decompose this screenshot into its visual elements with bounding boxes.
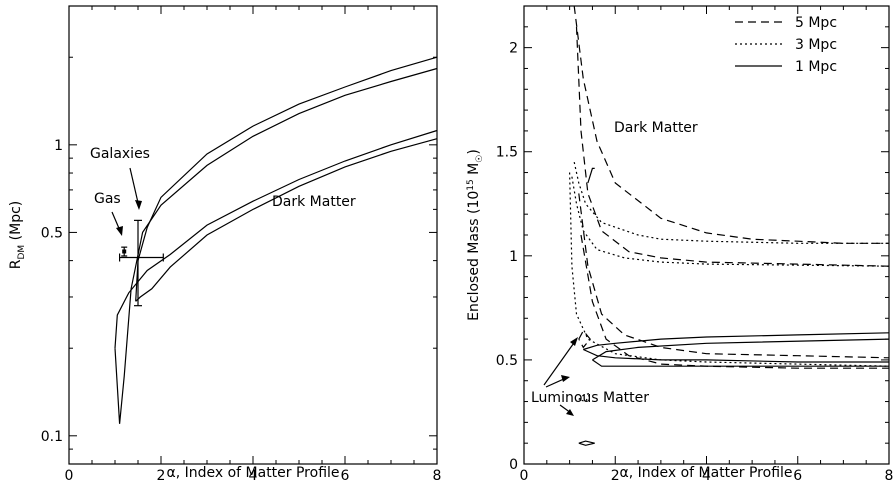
mass-curve-5-mpc [575, 26, 890, 267]
mass-curve-3-mpc [569, 172, 890, 367]
mass-curve-5-mpc [580, 234, 889, 369]
left-x-axis-label: α, Index of Matter Profile [166, 465, 339, 481]
right-x-axis-label: α, Index of Matter Profile [619, 465, 792, 481]
y-tick-label: 1 [54, 138, 63, 154]
y-tick-label: 0.5 [496, 353, 518, 369]
gas-marker [122, 249, 127, 254]
mass-curve-3-mpc [573, 161, 889, 244]
mass-curve-5-mpc [578, 193, 890, 359]
galaxies-arrowhead [135, 200, 142, 210]
dm-contour-2 [135, 56, 438, 302]
left-axis-ticks: 0 2 4 6 8 0.1 0.5 1 [41, 6, 442, 482]
left-plot-frame [68, 5, 438, 465]
right-y-label-main: Enclosed Mass (10 [466, 191, 482, 321]
left-contours [114, 56, 438, 424]
dm-contour-4 [114, 129, 438, 349]
mass-curve-3-mpc [571, 176, 890, 267]
x-tick-label: 8 [885, 468, 893, 482]
mass-curve-1-mpc [583, 332, 890, 351]
gas-arrowhead [116, 226, 123, 236]
right-axis-ticks: 0 2 4 6 8 0 0.5 1 1.5 2 [496, 6, 893, 482]
left-y-label-unit: (Mpc) [8, 201, 24, 245]
x-tick-label: 0 [520, 468, 529, 482]
y-tick-label: 0.1 [41, 429, 63, 445]
luminous-contour-2 [578, 392, 592, 403]
lum-arrowhead-1 [570, 337, 578, 346]
x-tick-label: 6 [341, 468, 350, 482]
left-y-label-main: R [8, 259, 24, 269]
luminous-arrows [543, 337, 578, 416]
left-y-axis-label: RDM (Mpc) [8, 201, 27, 269]
right-y-label-sup: 15 [466, 179, 476, 190]
gas-annotation: Gas [94, 191, 121, 207]
y-tick-label: 0.5 [41, 225, 63, 241]
y-tick-label: 0 [509, 457, 518, 473]
x-tick-label: 2 [611, 468, 620, 482]
x-tick-label: 0 [65, 468, 74, 482]
galaxies-annotation: Galaxies [90, 146, 150, 162]
right-y-axis-label: Enclosed Mass (1015 M☉) [466, 149, 485, 321]
mass-curve-1-mpc [592, 359, 889, 367]
legend-label: 1 Mpc [795, 59, 837, 75]
dm-contour-3 [135, 138, 438, 302]
x-tick-label: 4 [249, 468, 258, 482]
right-y-label-unit: M [466, 163, 482, 180]
luminous-contour-1 [578, 329, 591, 349]
y-tick-label: 1 [509, 249, 518, 265]
lum-arrowhead-2 [561, 375, 570, 382]
right-dark-matter-annotation: Dark Matter [614, 120, 698, 136]
mass-curve-1-mpc [587, 167, 595, 184]
dm-contour-1 [114, 67, 438, 424]
x-tick-label: 2 [157, 468, 166, 482]
legend-label: 5 Mpc [795, 15, 837, 31]
left-panel: 0 2 4 6 80.10.51 α, Index of Matter Profile … [8, 5, 442, 482]
sun-symbol: ☉ [475, 155, 485, 163]
mass-curve-1-mpc [592, 338, 890, 361]
luminous-contour-3 [578, 440, 595, 446]
right-curves [569, 5, 890, 446]
lum-arrow-1 [543, 339, 577, 386]
x-tick-label: 4 [702, 468, 711, 482]
left-dark-matter-annotation: Dark Matter [272, 194, 356, 210]
legend-label: 3 Mpc [795, 37, 837, 53]
left-y-label-sub: DM [17, 245, 27, 260]
x-tick-label: 8 [433, 468, 442, 482]
right-panel: 0 2 4 6 8 0 0.5 1 1.5 2 α, Index of Matter Profil… [466, 5, 893, 482]
mass-curve-5-mpc [573, 5, 889, 244]
left-measurements [118, 219, 164, 307]
y-tick-label: 1.5 [496, 145, 518, 161]
legend: 5 Mpc 3 Mpc 1 Mpc [735, 15, 837, 75]
y-label-close-paren: ) [466, 149, 482, 154]
mass-curve-1-mpc [583, 348, 889, 363]
luminous-matter-annotation: Luminous Matter [531, 390, 649, 406]
x-tick-label: 6 [793, 468, 802, 482]
lum-arrowhead-3 [566, 409, 574, 416]
y-tick-label: 2 [509, 41, 518, 57]
